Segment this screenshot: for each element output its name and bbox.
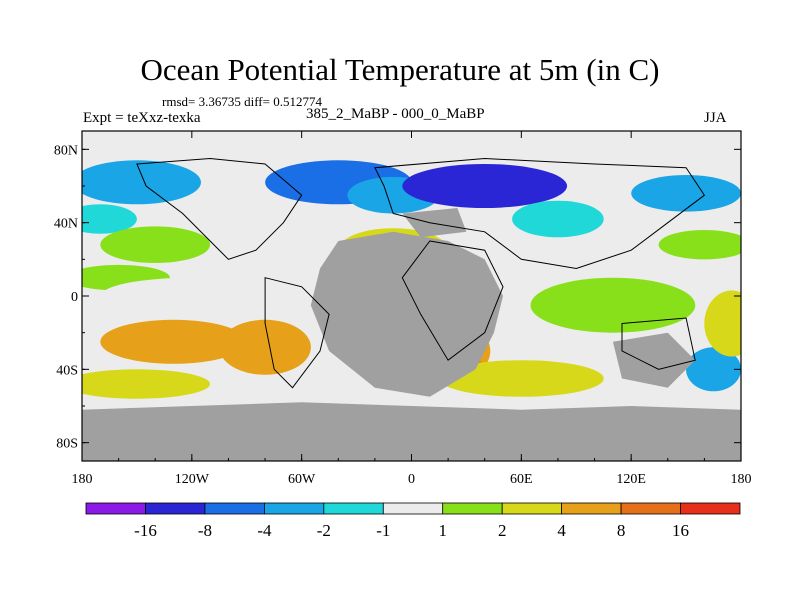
anomaly-region-1 — [82, 204, 137, 234]
anomaly-region-0 — [82, 160, 201, 205]
colorbar-label-6: 2 — [498, 521, 507, 540]
anomaly-region-13 — [658, 230, 741, 260]
anomaly-region-19 — [686, 347, 741, 392]
anomaly-region-20 — [704, 290, 741, 357]
colorbar-label-2: -4 — [257, 521, 272, 540]
colorbar-label-0: -16 — [134, 521, 157, 540]
colorbar-swatch-5 — [382, 502, 444, 515]
colorbar-swatch-0 — [85, 502, 146, 515]
experiment-label: Expt = teXxz-texka — [83, 110, 201, 126]
anomaly-region-2 — [100, 226, 211, 263]
anomaly-region-4 — [100, 277, 284, 315]
coastline-0 — [136, 157, 303, 260]
coastline-2 — [374, 157, 706, 270]
anomaly-region-6 — [82, 369, 211, 399]
anomaly-region-12 — [631, 175, 741, 212]
colorbar-label-4: -1 — [376, 521, 390, 540]
y-tick-label-2: 0 — [71, 290, 78, 305]
anomaly-region-18 — [530, 277, 696, 333]
y-tick-label-0: 80N — [54, 143, 78, 158]
x-tick-label-1: 120W — [175, 472, 210, 487]
land-mask-3 — [402, 208, 467, 238]
temperature-field — [82, 131, 741, 461]
colorbar-swatch-1 — [145, 502, 206, 515]
colorbar-swatch-2 — [204, 502, 265, 515]
season-label: JJA — [704, 110, 727, 126]
colorbar-swatch-7 — [501, 502, 563, 515]
colorbar-swatch-3 — [263, 502, 325, 515]
difference-label: 385_2_MaBP - 000_0_MaBP — [306, 106, 485, 122]
y-tick-label-3: 40S — [56, 363, 78, 378]
y-tick-label-1: 40N — [54, 217, 78, 232]
colorbar-swatch-10 — [680, 502, 741, 515]
anomaly-region-11 — [512, 200, 604, 238]
stats-line: rmsd= 3.36735 diff= 0.512774 — [162, 94, 322, 109]
land-mask-1 — [82, 402, 741, 461]
coastline-3 — [401, 240, 504, 361]
colorbar-swatch-6 — [442, 502, 503, 515]
anomaly-region-17 — [438, 360, 604, 397]
x-tick-label-6: 180 — [731, 472, 752, 487]
anomaly-region-5 — [100, 319, 247, 364]
colorbar-swatch-9 — [620, 502, 681, 515]
y-axis: 80N 40N 0 40S 80S — [54, 143, 741, 452]
x-tick-label-4: 60E — [510, 472, 533, 487]
y-tick-label-4: 80S — [56, 437, 78, 452]
colorbar-label-3: -2 — [317, 521, 331, 540]
anomaly-region-7 — [219, 319, 311, 375]
coastline-1 — [264, 277, 330, 389]
coastline-4 — [621, 317, 696, 370]
colorbar-label-1: -8 — [198, 521, 212, 540]
land-mask-2 — [612, 332, 696, 388]
colorbar-label-9: 16 — [672, 521, 689, 540]
x-axis: 180 120W 60W 0 60E 120E 180 — [72, 131, 752, 487]
chart-title: Ocean Potential Temperature at 5m (in C) — [140, 52, 660, 87]
x-tick-label-0: 180 — [72, 472, 93, 487]
colorbar-label-7: 4 — [557, 521, 566, 540]
x-tick-label-2: 60W — [288, 472, 316, 487]
anomaly-region-10 — [402, 164, 568, 208]
colorbar-swatch-8 — [561, 502, 622, 515]
colorbar-swatch-4 — [323, 502, 384, 515]
colorbar-label-8: 8 — [617, 521, 626, 540]
colorbar: -16 -8 -4 -2 -1 1 2 4 8 16 — [85, 502, 741, 540]
x-tick-label-5: 120E — [616, 472, 646, 487]
x-tick-label-3: 0 — [408, 472, 415, 487]
colorbar-label-5: 1 — [438, 521, 447, 540]
